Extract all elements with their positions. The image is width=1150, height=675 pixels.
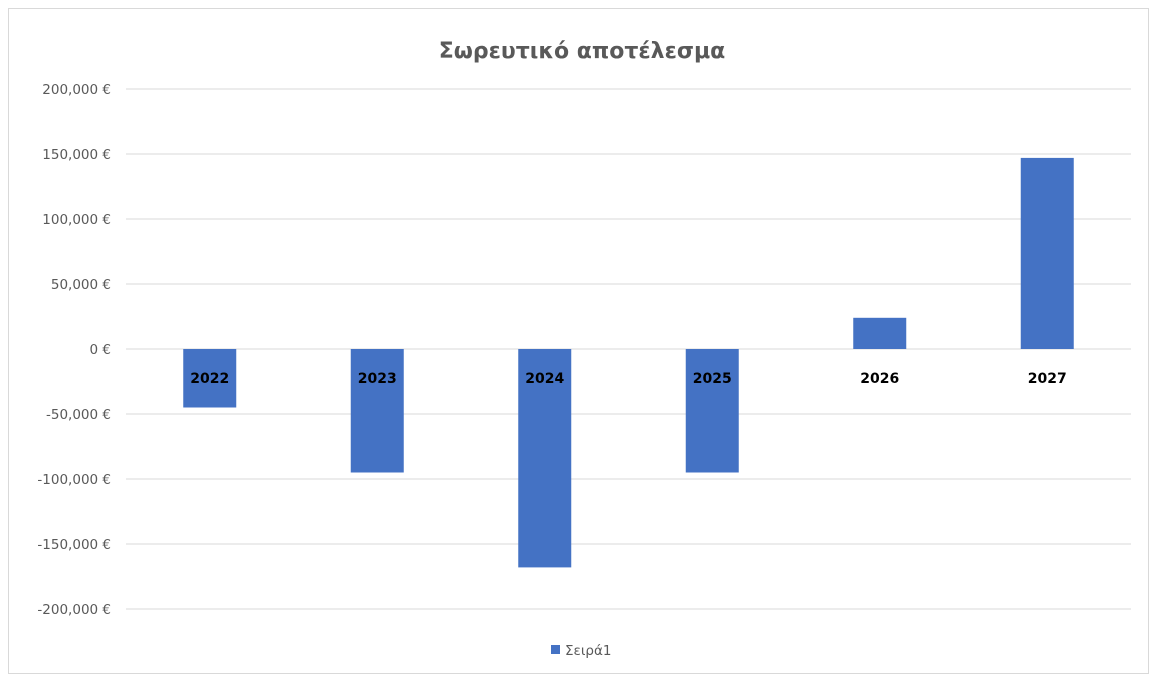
- y-tick-label: 0 €: [90, 342, 111, 358]
- bars: [183, 157, 1074, 568]
- bar-2026: [853, 317, 907, 349]
- y-axis-tick-labels: 200,000 € 150,000 € 100,000 € 50,000 € 0 € -5…: [37, 82, 111, 618]
- y-tick-label: -50,000 €: [46, 407, 111, 423]
- category-label-2022: 2022: [190, 371, 229, 387]
- chart-frame: [8, 8, 1149, 674]
- y-tick-label: -150,000 €: [37, 537, 111, 553]
- category-label-2023: 2023: [358, 371, 397, 387]
- y-tick-label: 200,000 €: [42, 82, 111, 98]
- chart-title: Σωρευτικό αποτέλεσμα: [439, 39, 726, 64]
- bar-2027: [1020, 157, 1074, 349]
- bar-2022: [183, 349, 237, 408]
- y-tick-label: -100,000 €: [37, 472, 111, 488]
- y-tick-label: 150,000 €: [42, 147, 111, 163]
- y-tick-label: -200,000 €: [37, 602, 111, 618]
- y-tick-label: 50,000 €: [51, 277, 111, 293]
- legend-swatch: [551, 645, 560, 654]
- bar-2024: [518, 349, 572, 568]
- legend: Σειρά1: [551, 643, 611, 659]
- y-tick-label: 100,000 €: [42, 212, 111, 228]
- category-labels: 2022 2023 2024 2025 2026 2027: [190, 371, 1066, 387]
- bar-2025: [685, 349, 739, 473]
- category-label-2024: 2024: [525, 371, 564, 387]
- category-label-2027: 2027: [1028, 371, 1067, 387]
- gridlines: [126, 88, 1131, 610]
- category-label-2025: 2025: [693, 371, 732, 387]
- category-label-2026: 2026: [860, 371, 899, 387]
- bar-2023: [350, 349, 404, 473]
- legend-label: Σειρά1: [565, 643, 611, 659]
